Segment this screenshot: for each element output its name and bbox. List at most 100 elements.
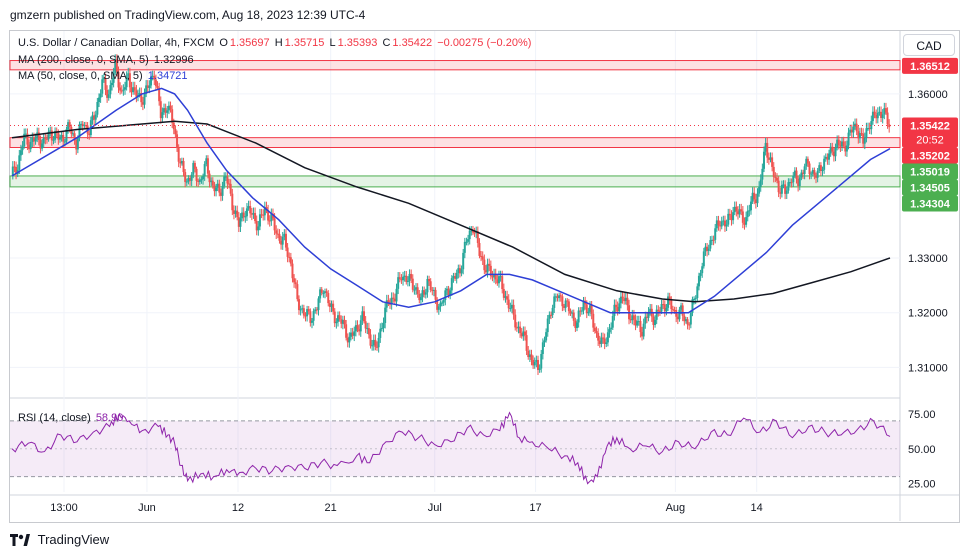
candle-down [567,301,570,312]
candle-down [813,170,816,176]
candle-up [110,82,113,86]
candle-down [267,210,270,221]
candle-down [623,298,626,302]
main-legend: U.S. Dollar / Canadian Dollar, 4h, FXCM … [18,37,533,49]
candle-up [883,108,886,115]
candle-down [590,305,593,314]
candle-down [286,247,289,257]
candle-down [668,296,671,300]
candle-down [532,359,535,366]
candle-down [632,315,635,320]
candle-down [416,287,419,294]
candle-down [289,257,292,264]
green-zone [9,175,901,188]
candle-up [71,133,74,135]
candle-up [493,274,496,278]
candle-up [863,138,866,144]
candle-up [551,307,554,316]
candle-down [639,321,642,333]
candle-down [232,210,235,214]
candle-up [533,361,536,366]
candle-up [101,79,104,94]
candle-down [719,225,722,227]
candle-up [91,115,94,121]
candle-up [314,309,317,312]
candle-up [336,315,339,322]
candle-down [717,220,720,226]
candle-up [112,72,115,83]
time-tick-label: 14 [751,502,763,514]
candle-up [397,277,400,289]
candle-up [54,131,57,140]
candle-up [441,302,444,304]
candle-down [506,296,509,300]
candle-up [746,210,749,218]
rsi-tick-label: 25.00 [908,479,936,491]
candle-down [389,303,392,305]
candle-down [771,157,774,167]
ma50-line [11,87,891,314]
ma200-line [11,120,891,303]
candle-down [206,158,209,174]
candle-down [75,139,78,150]
candle-down [536,359,539,370]
candle-up [758,186,761,194]
candle-up [252,212,255,215]
candle-down [325,291,328,294]
candle-down [593,327,596,332]
candle-up [699,273,702,276]
candle-down [218,183,221,193]
currency-button[interactable]: CAD [903,34,955,56]
price-tag-label: 1.36512 [910,61,950,73]
candle-down [483,259,486,271]
candle-up [11,166,14,176]
price-tick-label: 1.33000 [908,253,948,265]
price-tick-label: 1.32000 [908,308,948,320]
candle-down [473,232,476,234]
candle-up [618,303,621,312]
candle-up [540,353,543,369]
footer-brand-text: TradingView [37,532,110,548]
candle-up [715,220,718,229]
candle-up [789,182,792,184]
candle-up [301,308,304,310]
candle-up [41,143,44,149]
ma200-legend: MA (200, close, 0, SMA, 5) 1.32996 [18,54,196,66]
candle-down [574,320,577,329]
candle-up [244,216,247,218]
candle-down [860,133,863,135]
candle-up [834,147,837,157]
candle-down [549,314,552,316]
candle-down [819,165,822,172]
candle-up [52,139,55,141]
chart-frame [9,30,960,523]
candle-up [782,184,785,186]
candle-down [117,71,120,88]
candle-down [774,176,777,178]
candle-up [330,303,333,307]
candle-up [510,304,513,309]
rsi-legend: RSI (14, close) 58.90 [18,412,125,424]
candle-down [358,329,361,332]
candle-up [463,241,466,253]
candle-down [26,133,29,145]
candle-up [821,169,824,172]
candle-down [93,115,96,120]
candle-up [847,132,850,146]
candle-down [44,137,47,139]
candle-down [488,263,491,266]
candle-down [176,134,179,148]
price-tag [902,57,958,74]
candle-down [184,172,187,182]
candle-up [841,141,844,147]
candle-down [333,311,336,324]
candle-down [294,282,297,285]
candle-down [84,125,87,127]
candle-down [712,239,715,241]
candle-down [515,327,518,329]
candle-up [793,170,796,176]
candle-up [80,123,83,125]
candle-down [875,114,878,119]
candle-down [288,256,291,258]
